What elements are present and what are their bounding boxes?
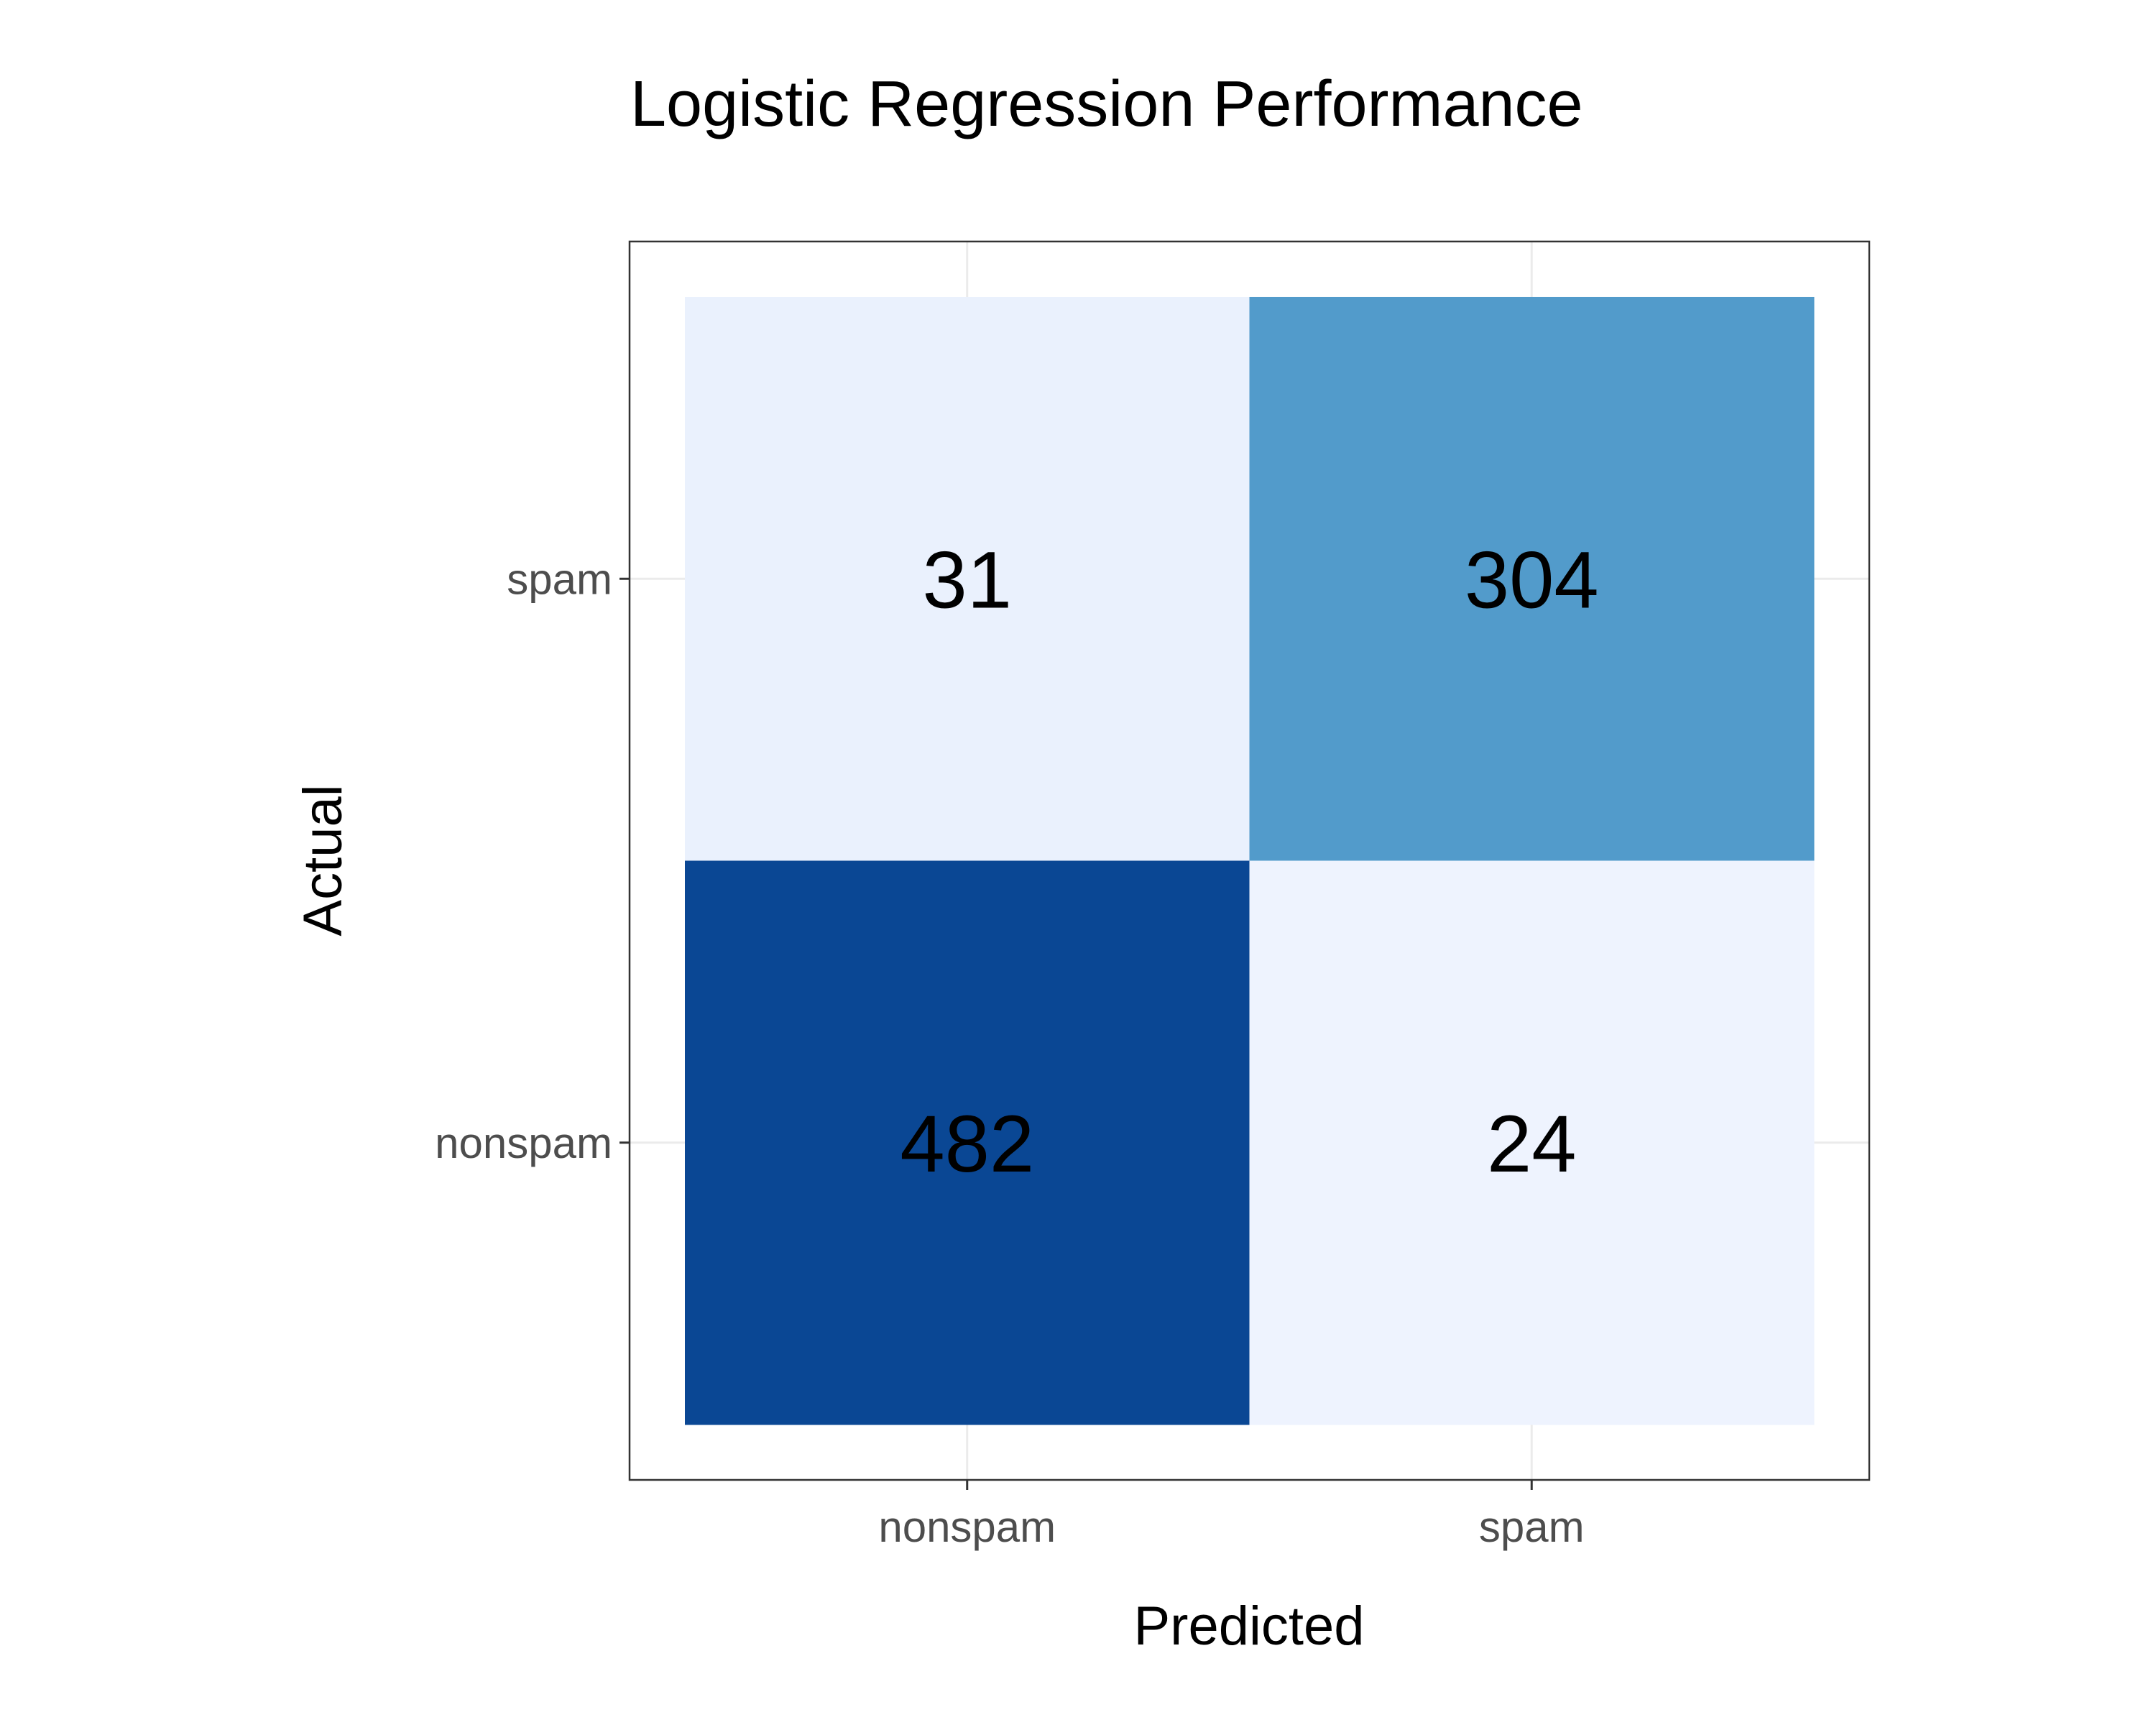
y-tick-label-spam: spam: [507, 555, 612, 603]
heatmap-cell-nonspam-spam: [1249, 860, 1815, 1425]
x-tick-label-nonspam: nonspam: [878, 1503, 1056, 1551]
heatmap-cell-spam-spam: [1249, 297, 1815, 861]
panel-border: [628, 240, 1871, 1481]
cell-labels-layer: 31 304 482 24: [900, 535, 1598, 1189]
cell-value-label: 24: [1487, 1099, 1577, 1189]
x-axis-title: Predicted: [1133, 1596, 1364, 1657]
y-axis-title: Actual: [292, 784, 354, 936]
x-tick-label-spam: spam: [1479, 1503, 1585, 1551]
heatmap-cell-nonspam-nonspam: [685, 860, 1250, 1425]
y-tick-label-nonspam: nonspam: [435, 1119, 612, 1167]
heatmap-cell-spam-nonspam: [685, 297, 1250, 861]
cells-layer: [685, 297, 1815, 1425]
cell-value-label: 482: [900, 1099, 1034, 1189]
cell-value-label: 31: [922, 535, 1012, 625]
ticks-layer: nonspam spam nonspam spam: [435, 555, 1584, 1551]
chart-title: Logistic Regression Performance: [630, 68, 1583, 140]
cell-value-label: 304: [1465, 535, 1599, 625]
